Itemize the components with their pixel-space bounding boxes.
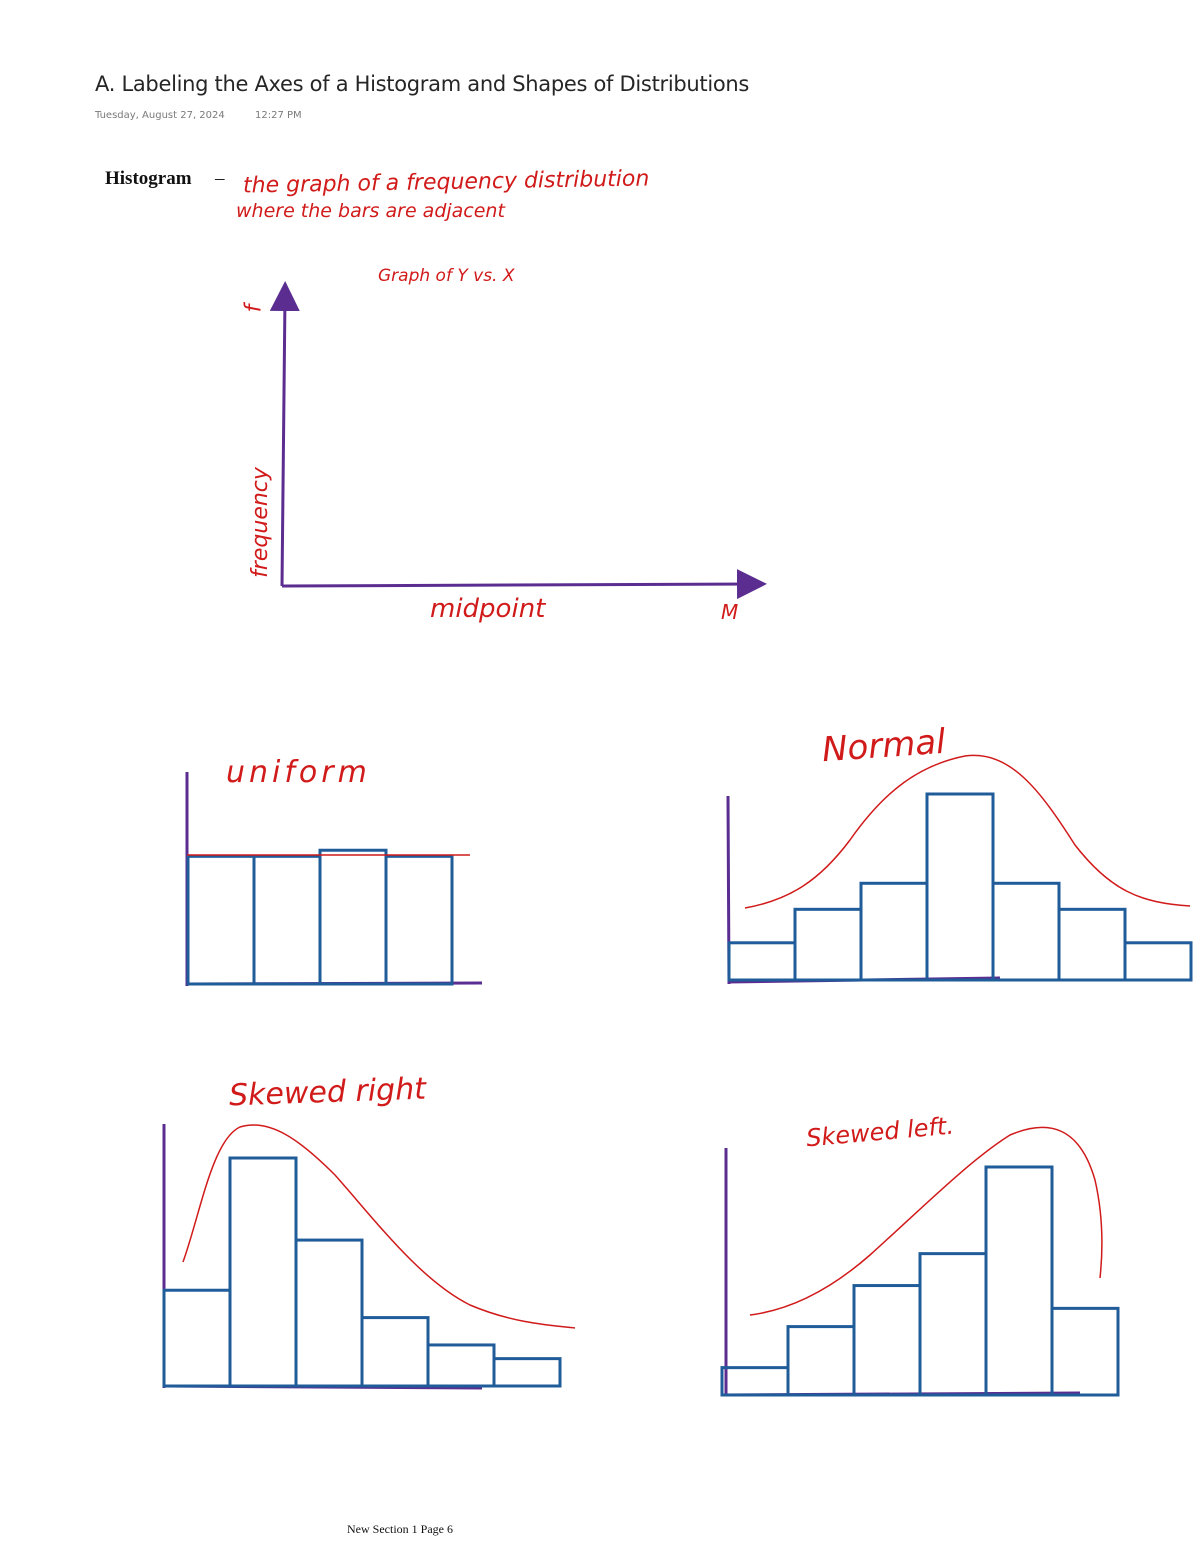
- uniform-bar: [384, 854, 454, 986]
- normal-bar: [1123, 941, 1193, 982]
- histogram-skewed-left: [720, 1126, 1120, 1397]
- normal-bars: [727, 792, 1193, 982]
- uniform-bars: [186, 848, 454, 986]
- x-axis-label: midpoint: [430, 594, 546, 624]
- shape-label-uniform: uniform: [226, 755, 371, 790]
- skewed-right-bar: [492, 1357, 562, 1388]
- skewed-left-curve: [749, 1126, 1103, 1316]
- skewed-right-bars: [162, 1156, 562, 1388]
- normal-bar: [859, 881, 929, 982]
- definition-dash: –: [215, 168, 225, 189]
- histogram-skewed-right: [162, 1124, 576, 1390]
- definition-term: Histogram: [105, 168, 192, 189]
- normal-bar: [1057, 907, 1127, 982]
- axes-caption: Graph of Y vs. X: [378, 266, 515, 286]
- axes-sketch: [269, 281, 767, 600]
- y-axis-line: [269, 281, 300, 587]
- normal-bar: [793, 907, 863, 982]
- skewed-left-bar: [786, 1325, 856, 1397]
- skewed-right-bar: [360, 1316, 430, 1388]
- page-title: A. Labeling the Axes of a Histogram and …: [95, 72, 750, 96]
- normal-bar: [925, 792, 995, 982]
- page-date: Tuesday, August 27, 2024: [95, 110, 225, 121]
- normal-curve: [744, 754, 1191, 909]
- skewed-left-bar: [1050, 1306, 1120, 1397]
- page-time: 12:27 PM: [255, 110, 302, 121]
- skewed-left-bars: [720, 1165, 1120, 1397]
- histogram-normal: [726, 754, 1193, 985]
- uniform-bar: [252, 854, 322, 986]
- skewed-left-bar: [984, 1165, 1054, 1397]
- skewed-left-bar: [852, 1284, 922, 1397]
- skewed-right-bar: [294, 1238, 364, 1388]
- skewed-left-bar: [918, 1252, 988, 1397]
- normal-bar: [991, 881, 1061, 982]
- skewed-left-bar: [720, 1366, 790, 1397]
- skewed-right-bar: [228, 1156, 298, 1388]
- skewed-right-curve: [182, 1124, 576, 1329]
- uniform-bar: [318, 848, 388, 986]
- x-axis-line: [281, 569, 767, 600]
- definition-line-2: where the bars are adjacent: [236, 200, 505, 222]
- normal-bar: [727, 941, 797, 982]
- skewed-right-bar: [162, 1288, 232, 1388]
- skewed-right-bar: [426, 1343, 496, 1388]
- histogram-uniform: [185, 772, 483, 986]
- x-axis-symbol: M: [721, 600, 739, 624]
- uniform-bar: [186, 854, 256, 986]
- page-footer: New Section 1 Page 6: [347, 1522, 453, 1536]
